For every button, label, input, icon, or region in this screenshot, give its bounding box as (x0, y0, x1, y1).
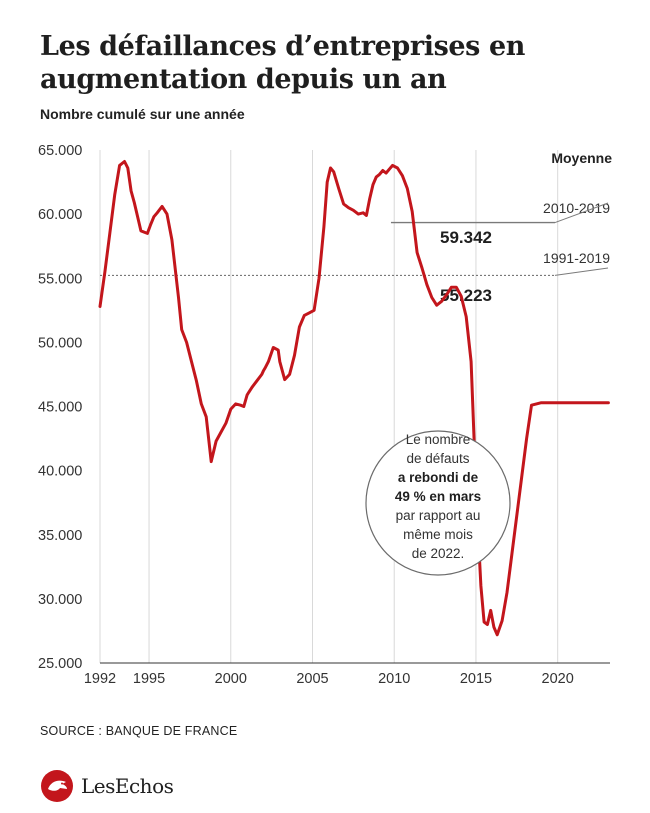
chart-subtitle: Nombre cumulé sur une année (40, 106, 245, 122)
average-lines: Moyenne 2010-2019 1991-2019 59.342 55.223 (100, 150, 612, 305)
x-tick-label: 1995 (133, 671, 165, 687)
y-tick-label: 45.000 (38, 400, 82, 416)
callout-line: par rapport au (395, 508, 481, 523)
callout-line: Le nombre (405, 432, 471, 447)
chart-title: Les défaillances d’entreprises en augmen… (40, 31, 525, 95)
y-axis-labels: 25.000 30.000 35.000 40.000 45.000 50.000 55.0… (38, 143, 82, 672)
y-tick-label: 40.000 (38, 464, 82, 480)
series-line (98, 160, 610, 637)
y-tick-label: 30.000 (38, 592, 82, 608)
y-tick-label: 60.000 (38, 207, 82, 223)
average-value-1991-2019: 55.223 (440, 286, 492, 305)
les-echos-logo[interactable]: LesEchos (40, 769, 174, 803)
logo-text: LesEchos (81, 774, 174, 798)
les-echos-logo-icon (41, 770, 73, 802)
grid-lines (99, 150, 559, 663)
callout-line: de 2022. (411, 546, 465, 561)
y-tick-label: 35.000 (38, 528, 82, 544)
y-tick-label: 50.000 (38, 335, 82, 351)
average-value-2010-2019: 59.342 (440, 228, 492, 247)
callout-bubble: Le nombre de défauts a rebondi de 49 % e… (365, 430, 511, 576)
line-chart: Moyenne 2010-2019 1991-2019 59.342 55.223 25… (38, 143, 612, 687)
callout-line-bold: 49 % en mars (394, 489, 482, 504)
callout-line-bold: a rebondi de (397, 470, 479, 485)
x-tick-label: 2005 (296, 671, 328, 687)
x-tick-label: 2015 (460, 671, 492, 687)
average-label-2010-2019: 2010-2019 (543, 200, 610, 216)
source-note: SOURCE : BANQUE DE FRANCE (40, 724, 238, 738)
callout-line: même mois (403, 527, 473, 542)
average-leader-2010-2019 (554, 202, 609, 224)
x-axis-labels: 1992 1995 2000 2005 2010 2015 2020 (84, 671, 574, 687)
x-tick-label: 2000 (215, 671, 247, 687)
average-leader-1991-2019 (554, 267, 609, 276)
callout-circle (365, 430, 511, 576)
average-label-1991-2019: 1991-2019 (543, 250, 610, 266)
x-tick-label: 2010 (378, 671, 410, 687)
x-tick-label: 1992 (84, 671, 116, 687)
callout-line: de défauts (406, 451, 470, 466)
y-tick-label: 55.000 (38, 271, 82, 287)
y-tick-label: 25.000 (38, 656, 82, 672)
x-tick-label: 2020 (542, 671, 574, 687)
callout-text: Le nombre de défauts a rebondi de 49 % e… (372, 430, 504, 563)
average-legend-title: Moyenne (551, 150, 612, 166)
y-tick-label: 65.000 (38, 143, 82, 159)
